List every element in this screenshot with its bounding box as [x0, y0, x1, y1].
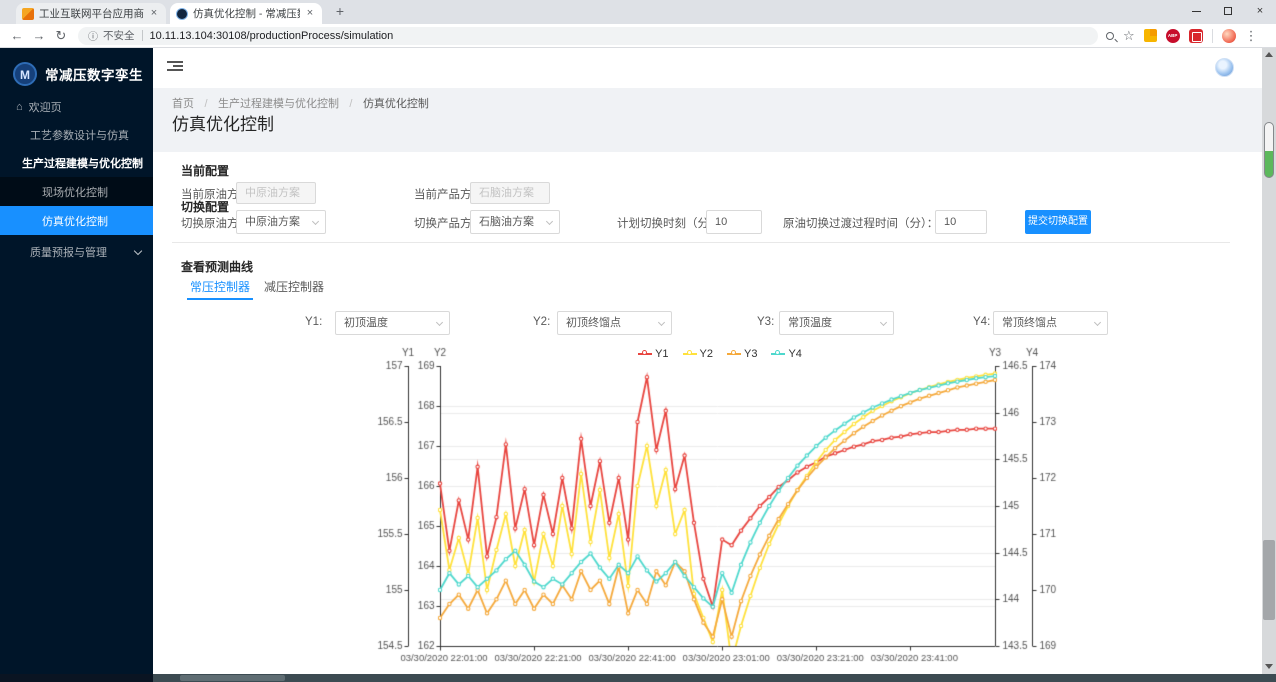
scroll-up-icon[interactable]	[1265, 52, 1273, 57]
main-card: 当前配置 当前原油方案： 中原油方案 当前产品方案： 石脑油方案 切换配置 切换…	[153, 152, 1262, 674]
scrollbar-thumb[interactable]	[1263, 540, 1275, 620]
extension-abp-icon[interactable]: ABP	[1165, 28, 1180, 43]
prediction-curves-title: 查看预测曲线	[181, 260, 254, 274]
scroll-position-marker[interactable]	[1264, 122, 1274, 178]
app-logo: M	[13, 62, 37, 86]
browser-tab-bar: 工业互联网平台应用商店 × 仿真优化控制 - 常减压数字孪生 × + ×	[0, 0, 1276, 24]
extension-grid-icon[interactable]	[1143, 29, 1157, 42]
current-product-input: 石脑油方案	[470, 182, 550, 204]
tab2-close-icon[interactable]: ×	[306, 6, 314, 19]
current-oil-input: 中原油方案	[236, 182, 316, 204]
browser-tab-store[interactable]: 工业互联网平台应用商店 ×	[16, 3, 166, 24]
chevron-down-icon	[435, 318, 444, 327]
transition-time-label: 原油切换过渡过程时间（分）：	[783, 218, 939, 230]
tab1-title: 工业互联网平台应用商店	[39, 8, 144, 20]
brand-title: 常减压数字孪生	[45, 68, 143, 83]
back-button[interactable]: ←	[10, 28, 24, 43]
chevron-down-icon	[133, 246, 143, 255]
chevron-down-icon	[545, 217, 554, 226]
y4-select-label: Y4:	[973, 316, 991, 328]
breadcrumb-current: 仿真优化控制	[362, 98, 429, 110]
browser-address-bar: ← → ↻ ⓘ 不安全 10.11.13.104:30108/productio…	[0, 24, 1276, 48]
transition-time-input[interactable]: 10	[935, 210, 987, 234]
hscrollbar-thumb[interactable]	[180, 675, 285, 681]
tab2-favicon-icon	[176, 7, 188, 20]
prediction-chart[interactable]	[370, 342, 1060, 672]
chevron-down-icon	[879, 318, 888, 327]
app-header	[153, 48, 1262, 88]
switch-config-title: 切换配置	[181, 200, 230, 214]
bookmark-star-icon[interactable]: ☆	[1123, 27, 1135, 43]
user-avatar[interactable]	[1215, 58, 1234, 77]
current-config-title: 当前配置	[181, 164, 230, 178]
zoom-icon[interactable]	[1106, 31, 1114, 40]
window-close-button[interactable]: ×	[1256, 5, 1264, 17]
submit-switch-config-button[interactable]: 提交切换配置	[1025, 210, 1091, 234]
tab2-title: 仿真优化控制 - 常减压数字孪生	[193, 8, 300, 20]
section-divider	[172, 242, 1230, 243]
reload-button[interactable]: ↻	[55, 27, 67, 43]
forward-button[interactable]: →	[32, 28, 46, 43]
y1-select[interactable]: 初顶温度	[335, 311, 450, 335]
extension-icon-3[interactable]	[1221, 28, 1236, 43]
sidebar-item-quality-forecast[interactable]: 质量预报与管理	[0, 238, 153, 266]
breadcrumb-home[interactable]: 首页	[172, 98, 194, 110]
tab-atmospheric-controller[interactable]: 常压控制器	[190, 280, 251, 294]
extension-icon-2[interactable]	[1188, 28, 1203, 43]
switch-product-select[interactable]: 石脑油方案	[470, 210, 560, 234]
sidebar: M 常减压数字孪生 ⌂ 欢迎页 工艺参数设计与仿真 生产过程建模与优化控制 现场…	[0, 48, 153, 674]
active-tab-underline	[187, 298, 253, 300]
breadcrumb-area: 首页 / 生产过程建模与优化控制 / 仿真优化控制 仿真优化控制	[153, 88, 1262, 152]
sidebar-item-simulation-control[interactable]: 仿真优化控制	[0, 206, 153, 235]
plan-time-label: 计划切换时刻（分）：	[617, 218, 727, 230]
chevron-down-icon	[657, 318, 666, 327]
tab1-close-icon[interactable]: ×	[150, 6, 158, 19]
y4-select[interactable]: 常顶终馏点	[993, 311, 1108, 335]
new-tab-button[interactable]: +	[335, 3, 345, 19]
y3-select-label: Y3:	[757, 316, 775, 328]
browser-tab-current[interactable]: 仿真优化控制 - 常减压数字孪生 ×	[170, 3, 322, 24]
toolbar-divider	[1211, 28, 1213, 43]
page-info-icon[interactable]: ⓘ	[88, 32, 98, 43]
chevron-down-icon	[311, 217, 320, 226]
sidebar-item-production-modeling[interactable]: 生产过程建模与优化控制	[22, 158, 143, 170]
tab1-favicon-icon	[22, 7, 34, 20]
url-box[interactable]: ⓘ 不安全 10.11.13.104:30108/productionProce…	[78, 26, 1098, 45]
plan-time-input[interactable]: 10	[706, 210, 762, 234]
chevron-down-icon	[1093, 318, 1102, 327]
window-restore-button[interactable]	[1212, 0, 1244, 22]
sidebar-item-process-design[interactable]: 工艺参数设计与仿真	[30, 130, 129, 142]
page-title: 仿真优化控制	[172, 115, 274, 134]
url-text: 10.11.13.104:30108/productionProcess/sim…	[149, 29, 394, 42]
breadcrumb-production[interactable]: 生产过程建模与优化控制	[217, 98, 339, 110]
home-icon: ⌂	[16, 101, 23, 113]
breadcrumb: 首页 / 生产过程建模与优化控制 / 仿真优化控制	[172, 98, 429, 110]
url-divider	[141, 30, 143, 41]
menu-fold-icon[interactable]	[167, 61, 183, 74]
y1-select-label: Y1:	[305, 316, 323, 328]
hscroll-corner	[0, 674, 153, 682]
switch-oil-select[interactable]: 中原油方案	[236, 210, 326, 234]
horizontal-scrollbar[interactable]	[0, 674, 1276, 682]
y3-select[interactable]: 常顶温度	[779, 311, 894, 335]
vertical-scrollbar[interactable]	[1262, 48, 1276, 674]
brand-area: M 常减压数字孪生	[0, 58, 153, 90]
tab-vacuum-controller[interactable]: 减压控制器	[264, 280, 325, 294]
sidebar-item-welcome[interactable]: ⌂ 欢迎页	[16, 101, 62, 114]
sidebar-item-onsite-control[interactable]: 现场优化控制	[0, 177, 153, 206]
y2-select-label: Y2:	[533, 316, 551, 328]
scroll-down-icon[interactable]	[1265, 664, 1273, 669]
y2-select[interactable]: 初顶终馏点	[557, 311, 672, 335]
browser-menu-icon[interactable]: ⋮	[1244, 27, 1258, 43]
not-secure-label: 不安全	[103, 30, 135, 42]
window-minimize-button[interactable]	[1180, 0, 1212, 22]
